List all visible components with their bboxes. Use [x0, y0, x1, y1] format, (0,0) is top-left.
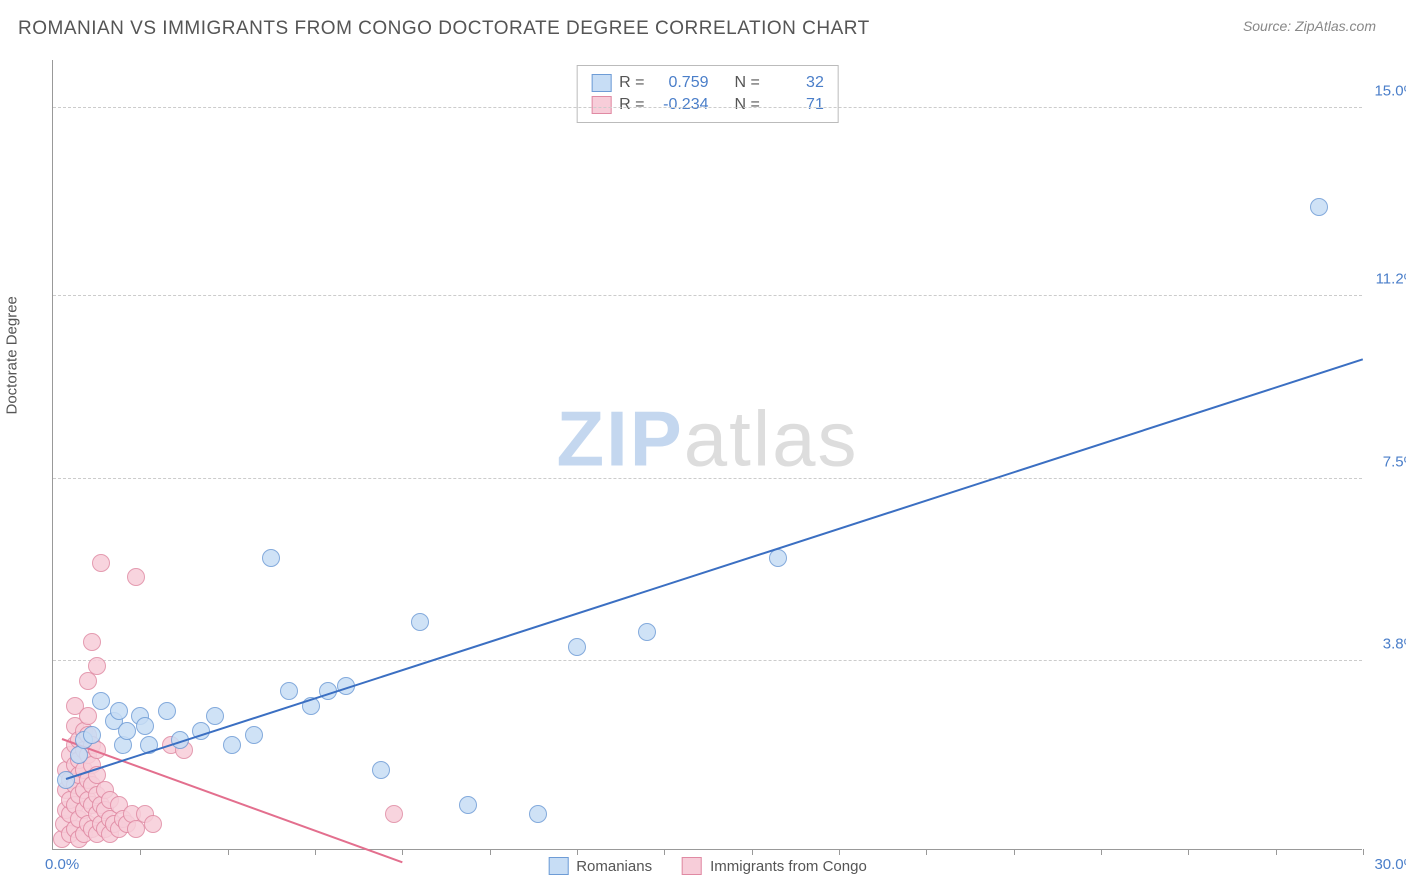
scatter-point [529, 805, 547, 823]
scatter-chart: ZIPatlas 0.0% 30.0% R =0.759N =32R =-0.2… [52, 60, 1362, 850]
scatter-point [206, 707, 224, 725]
x-tick [228, 849, 229, 855]
x-tick [315, 849, 316, 855]
legend-item: Immigrants from Congo [682, 857, 867, 875]
scatter-point [88, 657, 106, 675]
y-tick-label: 11.2% [1376, 271, 1406, 288]
legend-swatch [682, 857, 702, 875]
scatter-point [144, 815, 162, 833]
scatter-point [372, 761, 390, 779]
legend-swatch [548, 857, 568, 875]
scatter-point [411, 613, 429, 631]
scatter-point [127, 568, 145, 586]
y-tick-label: 7.5% [1383, 453, 1406, 470]
scatter-point [118, 722, 136, 740]
scatter-point [136, 717, 154, 735]
gridline [53, 478, 1362, 479]
x-tick [1188, 849, 1189, 855]
scatter-point [92, 692, 110, 710]
source-label: Source: ZipAtlas.com [1243, 18, 1376, 34]
scatter-point [223, 736, 241, 754]
x-origin-label: 0.0% [45, 856, 79, 873]
legend-swatch [591, 74, 611, 92]
n-label: N = [735, 96, 760, 114]
scatter-point [1310, 198, 1328, 216]
x-tick [1101, 849, 1102, 855]
chart-title: ROMANIAN VS IMMIGRANTS FROM CONGO DOCTOR… [18, 18, 870, 40]
scatter-point [110, 702, 128, 720]
x-tick [1363, 849, 1364, 855]
y-tick-label: 15.0% [1374, 83, 1406, 100]
header: ROMANIAN VS IMMIGRANTS FROM CONGO DOCTOR… [0, 0, 1406, 50]
gridline [53, 660, 1362, 661]
scatter-point [262, 549, 280, 567]
x-max-label: 30.0% [1374, 856, 1406, 873]
scatter-point [638, 623, 656, 641]
gridline [53, 107, 1362, 108]
legend-label: Romanians [576, 858, 652, 875]
legend-swatch [591, 96, 611, 114]
x-tick [839, 849, 840, 855]
regression-line [66, 358, 1364, 780]
x-tick [1276, 849, 1277, 855]
x-tick [664, 849, 665, 855]
legend-item: Romanians [548, 857, 652, 875]
legend: Romanians Immigrants from Congo [548, 857, 867, 875]
x-tick [752, 849, 753, 855]
scatter-point [79, 707, 97, 725]
x-tick [140, 849, 141, 855]
scatter-point [385, 805, 403, 823]
x-tick [577, 849, 578, 855]
y-tick-label: 3.8% [1383, 636, 1406, 653]
scatter-point [83, 633, 101, 651]
y-axis-label: Doctorate Degree [4, 296, 21, 414]
stats-row: R = 0.759 N = 32 [591, 72, 824, 94]
scatter-point [459, 796, 477, 814]
x-tick [926, 849, 927, 855]
scatter-point [280, 682, 298, 700]
scatter-point [568, 638, 586, 656]
n-value: 71 [768, 96, 824, 114]
r-value: -0.234 [653, 96, 709, 114]
x-tick [490, 849, 491, 855]
scatter-point [83, 726, 101, 744]
watermark: ZIPatlas [556, 393, 858, 484]
stats-row: R = -0.234 N = 71 [591, 94, 824, 116]
n-label: N = [735, 74, 760, 92]
x-tick [1014, 849, 1015, 855]
scatter-point [158, 702, 176, 720]
r-label: R = [619, 96, 644, 114]
gridline [53, 295, 1362, 296]
n-value: 32 [768, 74, 824, 92]
stats-box: R = 0.759 N = 32 R = -0.234 N = 71 [576, 65, 839, 123]
r-value: 0.759 [653, 74, 709, 92]
scatter-point [245, 726, 263, 744]
legend-label: Immigrants from Congo [710, 858, 867, 875]
scatter-point [92, 554, 110, 572]
r-label: R = [619, 74, 644, 92]
x-tick [402, 849, 403, 855]
